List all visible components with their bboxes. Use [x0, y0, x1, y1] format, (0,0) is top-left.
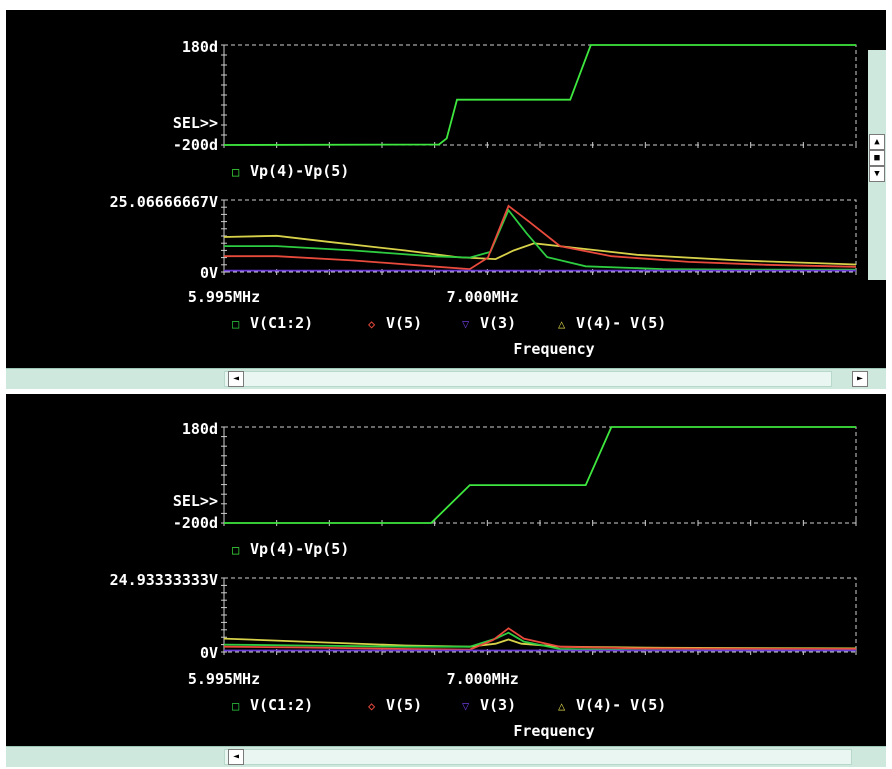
- scroll-track[interactable]: [224, 749, 852, 765]
- legend-label: V(4)- V(5): [576, 314, 666, 332]
- legend-label: V(C1:2): [250, 314, 313, 332]
- legend-marker: △: [558, 317, 566, 331]
- magnitude-plot-frame: [223, 577, 857, 653]
- legend-label: V(3): [480, 314, 516, 332]
- phase-ytick-top: 180d: [182, 38, 218, 56]
- x-tick-label: 5.995MHz: [188, 288, 260, 306]
- legend-marker: ▽: [462, 317, 470, 331]
- legend-label-phase: Vp(4)-Vp(5): [250, 540, 349, 558]
- legend-label: V(5): [386, 314, 422, 332]
- magnitude-ytick-bottom: 0V: [200, 644, 218, 662]
- x-tick-label: 7.000MHz: [447, 288, 519, 306]
- legend-marker: ◇: [368, 699, 376, 713]
- phase-ytick-bottom: -200d: [173, 136, 218, 154]
- phase-plot-frame: [223, 426, 857, 524]
- magnitude-ytick-top: 25.06666667V: [110, 193, 218, 211]
- scroll-right-button[interactable]: ►: [852, 371, 868, 387]
- x-tick-label: 7.000MHz: [447, 670, 519, 688]
- plot-canvas-bottom: 180d SEL>> -200d □ Vp(4)-Vp(5) 24.93333333V 0V…: [110, 420, 857, 740]
- phase-ytick-bottom: -200d: [173, 514, 218, 532]
- series-line-vp-4-vp-5-: [223, 44, 856, 146]
- series-line-v-5-: [224, 204, 857, 271]
- legend-label: V(C1:2): [250, 696, 313, 714]
- sel-label: SEL>>: [173, 492, 218, 510]
- legend-label: V(4)- V(5): [576, 696, 666, 714]
- scroll-down-button[interactable]: ▼: [869, 166, 885, 182]
- plot-canvas-top: 180d SEL>> -200d □ Vp(4)-Vp(5) 25.06666667V 0V…: [110, 38, 857, 358]
- scroll-left-button[interactable]: ◄: [228, 371, 244, 387]
- series-line-v-5-: [223, 627, 857, 651]
- legend-label: V(5): [386, 696, 422, 714]
- scroll-left-button[interactable]: ◄: [228, 749, 244, 765]
- x-axis-label: Frequency: [513, 722, 594, 740]
- legend-label-phase: Vp(4)-Vp(5): [250, 162, 349, 180]
- legend-marker: □: [232, 699, 239, 713]
- horizontal-scrollbar-bottom[interactable]: ◄: [6, 746, 886, 767]
- x-tick-label: 5.995MHz: [188, 670, 260, 688]
- legend-marker-phase: □: [232, 165, 239, 179]
- scroll-track[interactable]: [224, 371, 832, 387]
- plot-panel-bottom: 180d SEL>> -200d □ Vp(4)-Vp(5) 24.93333333V 0V…: [6, 394, 886, 767]
- series-line-vp-4-vp-5-: [224, 426, 856, 524]
- series-line-v-c1-2-: [223, 631, 857, 652]
- scroll-middle-button[interactable]: ■: [869, 150, 885, 166]
- plot-panel-top: 180d SEL>> -200d □ Vp(4)-Vp(5) 25.06666667V 0V…: [6, 10, 886, 389]
- sel-label: SEL>>: [173, 114, 218, 132]
- series-line-v-4-v-5-: [223, 234, 857, 266]
- x-axis-label: Frequency: [513, 340, 594, 358]
- legend-marker-phase: □: [232, 543, 239, 557]
- magnitude-ytick-bottom: 0V: [200, 264, 218, 282]
- legend-marker: △: [558, 699, 566, 713]
- legend-marker: ▽: [462, 699, 470, 713]
- legend-marker: ◇: [368, 317, 376, 331]
- phase-plot-frame: [223, 44, 857, 146]
- horizontal-scrollbar-top[interactable]: ◄ ►: [6, 368, 886, 389]
- phase-ytick-top: 180d: [182, 420, 218, 438]
- magnitude-ytick-top: 24.93333333V: [110, 571, 218, 589]
- vertical-scrollbar-top[interactable]: ▲ ■ ▼: [868, 50, 886, 280]
- legend-label: V(3): [480, 696, 516, 714]
- scroll-up-button[interactable]: ▲: [869, 134, 885, 150]
- legend-marker: □: [232, 317, 239, 331]
